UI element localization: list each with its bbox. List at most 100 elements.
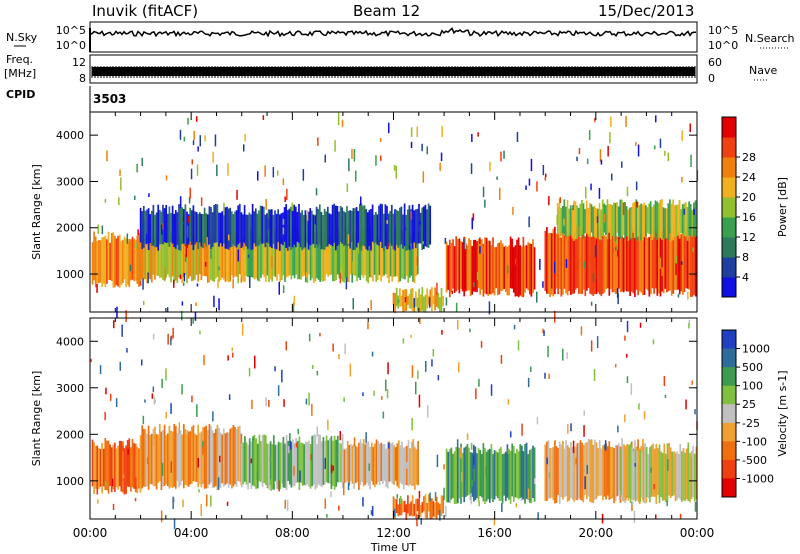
data-echo <box>603 213 606 223</box>
data-echo <box>471 217 473 230</box>
data-echo <box>585 187 587 199</box>
data-echo <box>590 301 593 306</box>
data-echo <box>443 487 445 501</box>
data-echo <box>284 196 286 202</box>
data-echo <box>272 167 275 178</box>
data-echo <box>634 463 636 467</box>
data-echo <box>485 466 487 476</box>
data-echo <box>283 399 285 407</box>
colorbar-tick-label: 500 <box>742 361 763 374</box>
data-echo <box>489 161 491 172</box>
data-echo <box>386 389 389 399</box>
data-echo <box>528 178 531 186</box>
data-echo <box>496 176 498 180</box>
data-echo <box>192 140 195 145</box>
colorbar-swatch <box>722 137 736 158</box>
data-echo <box>352 261 354 274</box>
data-echo <box>677 294 680 298</box>
data-echo <box>685 399 687 410</box>
data-echo <box>387 362 389 375</box>
data-echo <box>693 208 695 215</box>
data-echo <box>387 242 389 250</box>
data-echo <box>539 258 541 270</box>
data-echo <box>324 154 326 163</box>
data-echo <box>416 514 418 527</box>
data-echo <box>199 330 201 335</box>
x-tick-label: 16:00 <box>477 526 512 540</box>
data-echo <box>104 198 107 203</box>
data-echo <box>282 218 285 225</box>
colorbar-swatch <box>722 367 736 387</box>
data-echo <box>90 358 92 363</box>
data-echo <box>689 123 691 133</box>
freq-tick-label: 12 <box>72 56 86 69</box>
nsky-trace <box>89 27 697 38</box>
data-echo <box>632 468 635 481</box>
data-echo <box>416 256 419 266</box>
data-echo <box>633 510 636 524</box>
data-echo <box>165 411 167 419</box>
data-echo <box>594 268 597 278</box>
colorbar-swatch <box>722 478 736 498</box>
data-echo <box>324 457 326 469</box>
data-echo <box>182 282 185 287</box>
power-colorbar: 4 8 12 16 20 24 28 Power [dB] <box>721 116 789 298</box>
colorbar-swatch <box>722 441 736 461</box>
data-echo <box>256 471 259 479</box>
data-echo <box>142 415 145 425</box>
data-echo <box>165 368 167 381</box>
data-echo <box>482 186 485 198</box>
data-echo <box>317 137 319 146</box>
freq-unit-label: [MHz] <box>4 67 36 80</box>
data-echo <box>334 140 336 152</box>
data-echo <box>206 494 208 507</box>
data-echo <box>343 482 345 496</box>
data-echo <box>187 117 189 125</box>
data-echo <box>291 202 293 211</box>
data-echo <box>687 291 689 300</box>
data-echo <box>293 295 296 306</box>
data-echo <box>643 411 646 420</box>
data-echo <box>232 278 234 289</box>
colorbar-label: Power [dB] <box>776 177 789 237</box>
data-echo <box>536 291 538 303</box>
y-tick-label: 3000 <box>56 382 84 395</box>
data-echo <box>406 462 408 469</box>
data-echo <box>521 423 523 436</box>
data-echo <box>583 425 585 437</box>
data-echo <box>626 376 629 384</box>
data-echo <box>493 517 496 526</box>
data-echo <box>210 495 212 507</box>
data-echo <box>635 181 638 191</box>
data-echo <box>190 168 193 180</box>
data-echo <box>542 328 544 333</box>
data-echo <box>189 187 191 199</box>
data-echo <box>583 410 585 416</box>
data-echo <box>550 288 553 295</box>
data-echo <box>572 205 574 211</box>
data-echo <box>636 201 638 208</box>
data-echo <box>274 366 276 372</box>
data-echo <box>148 193 150 197</box>
data-echo <box>478 501 480 507</box>
data-echo <box>206 237 208 246</box>
data-echo <box>343 397 345 403</box>
data-echo <box>592 273 595 282</box>
freq-tick-label: 8 <box>79 72 86 85</box>
data-echo <box>145 233 148 245</box>
data-echo <box>411 365 414 378</box>
data-echo <box>402 338 405 344</box>
data-echo <box>287 446 290 454</box>
data-echo <box>455 302 458 312</box>
colorbar-swatch <box>722 117 736 138</box>
data-echo <box>506 265 509 274</box>
data-echo <box>626 449 629 454</box>
data-echo <box>341 119 344 127</box>
data-echo <box>617 293 619 305</box>
data-echo <box>152 333 155 340</box>
data-echo <box>113 320 115 329</box>
data-echo <box>590 340 593 352</box>
data-echo <box>181 310 183 321</box>
data-echo <box>228 394 231 400</box>
data-echo <box>96 284 98 293</box>
